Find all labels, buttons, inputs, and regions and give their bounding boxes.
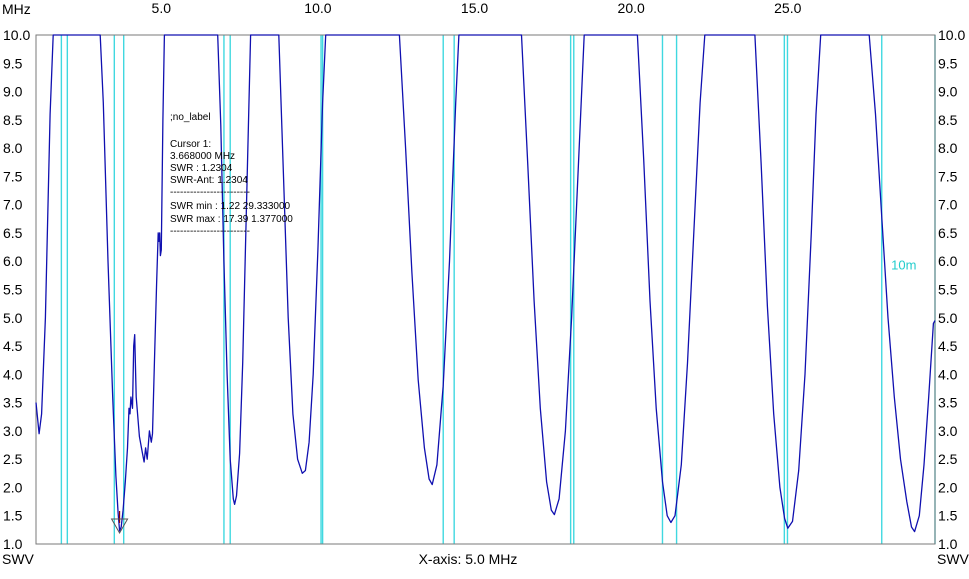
y-tick-label-left-13: 3.5: [3, 395, 23, 411]
info-line-swr: SWR : 1.2304: [170, 163, 233, 174]
y-tick-label-right-13: 3.5: [938, 395, 958, 411]
y-tick-label-left-6: 7.0: [3, 197, 23, 213]
y-tick-label-left-11: 4.5: [3, 338, 23, 354]
y-tick-label-right-12: 4.0: [938, 366, 958, 382]
info-separator-1: ------------------------: [170, 187, 250, 198]
y-tick-label-right-6: 7.0: [938, 197, 958, 213]
y-tick-label-right-4: 8.0: [938, 140, 958, 156]
y-tick-label-right-8: 6.0: [938, 253, 958, 269]
y-tick-label-left-8: 6.0: [3, 253, 23, 269]
y-tick-label-right-7: 6.5: [938, 225, 958, 241]
y-tick-label-right-10: 5.0: [938, 310, 958, 326]
info-line-frequency: 3.668000 MHz: [170, 151, 235, 162]
swr-series-line: [35, 34, 936, 533]
y-tick-label-right-17: 1.5: [938, 508, 958, 524]
y-tick-label-left-9: 5.5: [3, 282, 23, 298]
x-tick-label-2: 15.0: [461, 0, 488, 16]
y-tick-label-right-0: 10.0: [938, 27, 965, 43]
x-tick-label-0: 5.0: [152, 0, 172, 16]
x-tick-labels: 5.0 10.0 15.0 20.0 25.0: [152, 0, 802, 16]
x-axis-label: X-axis: 5.0 MHz: [419, 551, 518, 567]
y-tick-label-left-10: 5.0: [3, 310, 23, 326]
y-tick-label-right-1: 9.5: [938, 55, 958, 71]
y-tick-label-left-17: 1.5: [3, 508, 23, 524]
cursor-triangle: [110, 518, 129, 535]
y-tick-label-left-4: 8.0: [3, 140, 23, 156]
right-axis-label: SWV: [937, 551, 969, 567]
y-unit-label: MHz: [2, 1, 31, 17]
y-tick-labels: 10.0 10.0 9.5 9.5 9.0 9.0 8.5 8.5 8.0 8.0 7.5 7.5 7.…: [3, 27, 965, 552]
y-tick-label-right-5: 7.5: [938, 168, 958, 184]
info-line-swr-max: SWR max : 17.39 1.377000: [170, 214, 293, 225]
info-line-swr-min: SWR min : 1.22 29.333000: [170, 201, 291, 212]
info-box: ;no_label Cursor 1: 3.668000 MHz SWR : 1…: [170, 112, 293, 237]
y-tick-label-left-7: 6.5: [3, 225, 23, 241]
info-line-swr-ant: SWR-Ant: 1.2304: [170, 175, 248, 186]
y-tick-label-right-9: 5.5: [938, 282, 958, 298]
y-tick-label-left-3: 8.5: [3, 112, 23, 128]
y-tick-label-left-16: 2.0: [3, 479, 23, 495]
y-tick-label-left-0: 10.0: [3, 27, 30, 43]
cursor-marker[interactable]: [110, 510, 129, 535]
y-tick-label-right-2: 9.0: [938, 84, 958, 100]
y-tick-label-left-18: 1.0: [3, 536, 23, 552]
y-tick-label-right-15: 2.5: [938, 451, 958, 467]
x-tick-label-4: 25.0: [774, 0, 801, 16]
x-tick-label-3: 20.0: [618, 0, 645, 16]
y-tick-label-left-12: 4.0: [3, 366, 23, 382]
band-label-10m: 10m: [891, 258, 916, 273]
info-title: ;no_label: [170, 112, 211, 123]
y-tick-label-right-14: 3.0: [938, 423, 958, 439]
y-tick-label-left-5: 7.5: [3, 168, 23, 184]
y-tick-label-right-18: 1.0: [938, 536, 958, 552]
y-tick-label-left-14: 3.0: [3, 423, 23, 439]
info-line-cursor: Cursor 1:: [170, 139, 211, 150]
y-tick-label-left-15: 2.5: [3, 451, 23, 467]
y-tick-label-right-11: 4.5: [938, 338, 958, 354]
y-tick-label-left-1: 9.5: [3, 55, 23, 71]
left-axis-label: SWV: [2, 551, 35, 567]
info-separator-2: ------------------------: [170, 226, 250, 237]
y-tick-label-right-16: 2.0: [938, 479, 958, 495]
y-tick-label-left-2: 9.0: [3, 84, 23, 100]
x-tick-label-1: 10.0: [304, 0, 331, 16]
y-tick-label-right-3: 8.5: [938, 112, 958, 128]
